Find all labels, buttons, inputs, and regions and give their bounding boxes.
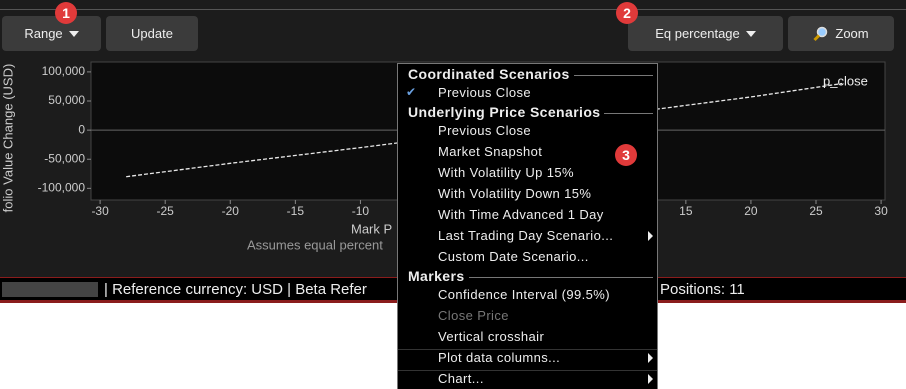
x-tick-label: 30 (874, 204, 888, 218)
menu-item[interactable]: Previous Close (438, 123, 532, 138)
eq-button[interactable]: Eq percentage (628, 16, 783, 51)
x-tick-label: -25 (157, 204, 175, 218)
label: Eq percentage (655, 26, 740, 41)
context-menu: Coordinated Scenarios Previous Close ✔ Unde… (397, 63, 658, 389)
menu-item[interactable]: Last Trading Day Scenario... (438, 228, 614, 243)
menu-item[interactable]: Confidence Interval (99.5%) (438, 287, 610, 302)
menu-header: Underlying Price Scenarios (408, 104, 601, 120)
menu-header: Coordinated Scenarios (408, 66, 570, 82)
zoom-icon (813, 26, 828, 41)
separator (398, 370, 657, 371)
x-tick-label: -10 (352, 204, 370, 218)
menu-item[interactable]: Previous Close (438, 85, 532, 100)
submenu-arrow (648, 353, 653, 363)
update-button[interactable]: Update (106, 16, 198, 51)
menu-rule (574, 75, 653, 76)
menu-item[interactable]: With Time Advanced 1 Day (438, 207, 604, 222)
status-block (2, 282, 98, 297)
badge: 2 (616, 2, 638, 24)
y-tick-label: -100,000 (38, 181, 86, 195)
label: Zoom (835, 26, 869, 41)
x-tick-label: 15 (679, 204, 693, 218)
menu-item[interactable]: With Volatility Down 15% (438, 186, 592, 201)
divider (0, 9, 906, 10)
menu-item[interactable]: Chart... (438, 371, 484, 386)
y-axis-label: folio Value Change (USD) (0, 64, 15, 213)
status-right: Positions: 11 (660, 281, 745, 298)
y-tick-label: 100,000 (42, 64, 86, 78)
submenu-arrow (648, 231, 653, 241)
separator (398, 349, 657, 350)
x-axis-label: Mark P (351, 221, 392, 236)
x-tick-label: 25 (809, 204, 823, 218)
menu-item[interactable]: Custom Date Scenario... (438, 249, 589, 264)
note: Assumes equal percent (247, 237, 383, 252)
label: Update (131, 26, 173, 41)
y-tick-label: -50,000 (44, 151, 85, 165)
caret (68, 30, 79, 37)
zoom-button[interactable]: Zoom (788, 16, 894, 51)
label: Range (24, 26, 63, 41)
menu-item[interactable]: Plot data columns... (438, 350, 561, 365)
y-tick-label: 50,000 (48, 93, 85, 107)
badge: 1 (55, 2, 77, 24)
menu-rule (604, 113, 653, 114)
range-button[interactable]: Range (2, 16, 101, 51)
menu-item[interactable]: Market Snapshot (438, 144, 543, 159)
menu-header: Markers (408, 268, 465, 284)
x-tick-label: 20 (744, 204, 758, 218)
menu-rule (469, 277, 653, 278)
caret (745, 30, 756, 37)
x-tick-label: -30 (91, 204, 109, 218)
x-tick-label: -15 (287, 204, 305, 218)
menu-item[interactable]: With Volatility Up 15% (438, 165, 574, 180)
legend-label: p_close (823, 73, 868, 88)
y-tick-label: 0 (78, 122, 85, 136)
check: ✔ (406, 85, 417, 99)
status-left: | Reference currency: USD | Beta Refer (104, 281, 367, 298)
menu-item: Close Price (438, 308, 509, 323)
submenu-arrow (648, 374, 653, 384)
menu-item[interactable]: Vertical crosshair (438, 329, 545, 344)
badge: 3 (615, 144, 637, 166)
x-tick-label: -20 (222, 204, 240, 218)
